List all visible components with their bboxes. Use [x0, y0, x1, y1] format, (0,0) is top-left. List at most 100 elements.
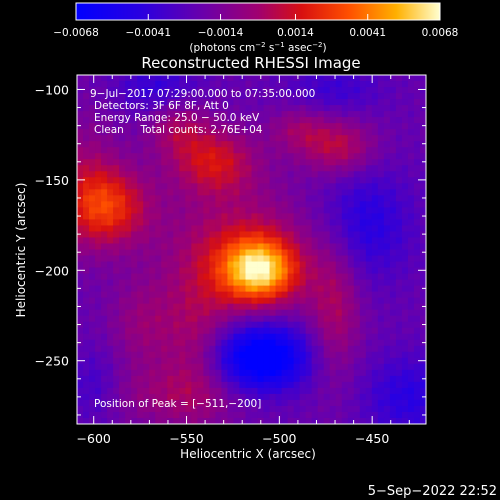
heatmap-cell — [179, 195, 186, 202]
heatmap-cell — [161, 81, 168, 88]
heatmap-cell — [395, 135, 403, 142]
heatmap-cell — [239, 213, 246, 220]
heatmap-cell — [323, 261, 331, 268]
heatmap-cell — [413, 147, 421, 154]
heatmap-cell — [125, 183, 132, 190]
heatmap-cell — [107, 177, 114, 184]
heatmap-cell — [155, 75, 162, 82]
heatmap-cell — [401, 129, 409, 136]
heatmap-cell — [245, 111, 252, 118]
heatmap-cell — [383, 237, 391, 244]
heatmap-cell — [347, 87, 355, 94]
heatmap-cell — [341, 291, 349, 299]
heatmap-cell — [89, 279, 96, 287]
heatmap-cell — [227, 369, 234, 377]
colorbar-tick-label: −0.0041 — [125, 27, 171, 39]
heatmap-cell — [149, 393, 156, 401]
heatmap-cell — [347, 189, 355, 196]
heatmap-cell — [149, 87, 156, 94]
heatmap-cell — [173, 405, 180, 413]
heatmap-cell — [419, 351, 426, 359]
heatmap-cell — [137, 267, 144, 274]
heatmap-cell — [209, 111, 216, 118]
heatmap-cell — [371, 237, 379, 244]
heatmap-cell — [161, 333, 168, 341]
heatmap-cell — [239, 117, 246, 124]
heatmap-cell — [233, 405, 240, 413]
heatmap-cell — [323, 123, 331, 130]
heatmap-cell — [161, 291, 168, 299]
heatmap-cell — [371, 261, 379, 268]
heatmap-cell — [239, 375, 246, 383]
heatmap-cell — [239, 237, 246, 244]
heatmap-cell — [179, 393, 186, 401]
heatmap-cell — [275, 201, 282, 208]
heatmap-cell — [143, 291, 150, 299]
heatmap-cell — [131, 369, 138, 377]
heatmap-cell — [203, 255, 210, 262]
heatmap-cell — [281, 243, 289, 250]
heatmap-cell — [287, 315, 295, 323]
heatmap-cell — [119, 93, 126, 100]
heatmap-cell — [203, 417, 210, 424]
heatmap-cell — [101, 117, 108, 124]
heatmap-cell — [353, 261, 361, 268]
heatmap-cell — [335, 93, 343, 100]
heatmap-cell — [239, 195, 246, 202]
heatmap-cell — [173, 99, 180, 106]
heatmap-cell — [209, 93, 216, 100]
heatmap-cell — [281, 231, 289, 238]
heatmap-cell — [347, 255, 355, 262]
heatmap-cell — [113, 147, 120, 154]
heatmap-cell — [155, 387, 162, 395]
heatmap-cell — [197, 339, 204, 347]
heatmap-cell — [197, 165, 204, 172]
heatmap-cell — [161, 381, 168, 389]
heatmap-cell — [209, 183, 216, 190]
heatmap-cell — [341, 309, 349, 317]
heatmap-cell — [197, 297, 204, 305]
heatmap-cell — [239, 279, 246, 287]
heatmap-cell — [383, 81, 391, 88]
heatmap-cell — [233, 177, 240, 184]
heatmap-cell — [209, 225, 216, 232]
heatmap-cell — [233, 285, 240, 293]
heatmap-cell — [293, 237, 301, 244]
heatmap-cell — [281, 279, 289, 287]
heatmap-cell — [335, 291, 343, 299]
heatmap-cell — [113, 399, 120, 407]
heatmap-cell — [143, 207, 150, 214]
heatmap-cell — [251, 219, 258, 226]
heatmap-cell — [263, 249, 270, 256]
heatmap-cell — [401, 153, 409, 160]
heatmap-cell — [233, 141, 240, 148]
heatmap-cell — [377, 309, 385, 317]
heatmap-cell — [149, 159, 156, 166]
heatmap-cell — [125, 141, 132, 148]
heatmap-cell — [269, 405, 276, 413]
heatmap-cell — [131, 273, 138, 280]
heatmap-cell — [107, 399, 114, 407]
heatmap-cell — [281, 255, 289, 262]
heatmap-cell — [365, 279, 373, 287]
heatmap-cell — [125, 399, 132, 407]
heatmap-cell — [221, 111, 228, 118]
heatmap-cell — [161, 201, 168, 208]
heatmap-cell — [107, 375, 114, 383]
x-tick-label: −550 — [169, 431, 203, 446]
heatmap-cell — [173, 207, 180, 214]
heatmap-cell — [113, 141, 120, 148]
heatmap-cell — [251, 369, 258, 377]
heatmap-cell — [101, 219, 108, 226]
heatmap-cell — [143, 153, 150, 160]
heatmap-cell — [95, 285, 102, 293]
heatmap-cell — [113, 105, 120, 112]
heatmap-cell — [149, 189, 156, 196]
heatmap-cell — [233, 351, 240, 359]
heatmap-cell — [371, 243, 379, 250]
heatmap-cell — [353, 279, 361, 287]
heatmap-cell — [365, 75, 373, 82]
heatmap-cell — [77, 363, 84, 371]
heatmap-cell — [227, 165, 234, 172]
heatmap-cell — [341, 261, 349, 268]
